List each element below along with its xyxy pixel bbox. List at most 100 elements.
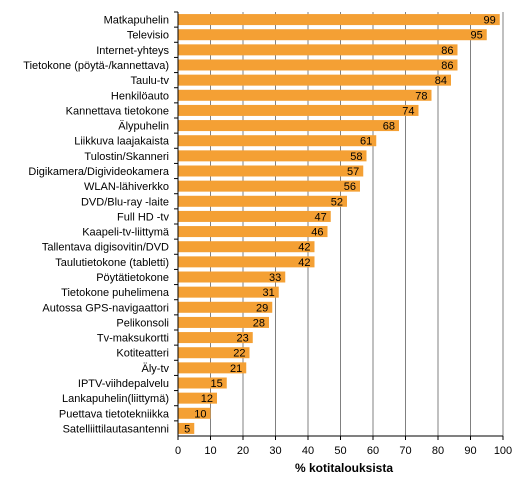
x-tick-label: 70 bbox=[399, 445, 411, 457]
bar-value-label: 58 bbox=[350, 151, 362, 163]
x-tick-label: 100 bbox=[494, 445, 512, 457]
category-label: Tietokone (pöytä-/kannettava) bbox=[23, 60, 169, 72]
category-label: Autossa GPS-navigaattori bbox=[42, 302, 169, 314]
x-tick-label: 40 bbox=[302, 445, 314, 457]
bar-value-label: 47 bbox=[315, 211, 327, 223]
category-label: DVD/Blu-ray -laite bbox=[81, 196, 169, 208]
category-label: IPTV-viihdepalvelu bbox=[78, 378, 169, 390]
bar bbox=[178, 392, 217, 404]
bars bbox=[178, 14, 500, 434]
bar bbox=[178, 256, 315, 268]
data-labels: 9995868684787468615857565247464242333129… bbox=[184, 15, 496, 436]
category-label: Kaapeli-tv-liittymä bbox=[82, 227, 170, 239]
bar bbox=[178, 271, 286, 283]
bar-value-label: 95 bbox=[471, 30, 483, 42]
bar-value-label: 15 bbox=[211, 378, 223, 390]
bar-value-label: 86 bbox=[441, 60, 453, 72]
category-label: Tallentava digisovitin/DVD bbox=[42, 242, 169, 254]
bar bbox=[178, 422, 195, 434]
bar bbox=[178, 347, 250, 359]
bar-value-label: 23 bbox=[237, 333, 249, 345]
bar-value-label: 84 bbox=[435, 75, 447, 87]
bar bbox=[178, 104, 419, 116]
category-label: Tulostin/Skanneri bbox=[84, 151, 169, 163]
bar-value-label: 86 bbox=[441, 45, 453, 57]
x-tick-label: 90 bbox=[464, 445, 476, 457]
bar bbox=[178, 44, 458, 56]
bar bbox=[178, 241, 315, 253]
bar-value-label: 74 bbox=[402, 105, 414, 117]
x-tick-label: 20 bbox=[237, 445, 249, 457]
category-label: Kotiteatteri bbox=[116, 348, 169, 360]
x-tick-label: 50 bbox=[334, 445, 346, 457]
bar bbox=[178, 150, 367, 162]
category-label: Älypuhelin bbox=[118, 121, 169, 133]
bar-value-label: 28 bbox=[253, 317, 265, 329]
bar-value-label: 10 bbox=[194, 408, 206, 420]
bar-value-label: 42 bbox=[298, 242, 310, 254]
bar bbox=[178, 59, 458, 71]
bar-value-label: 99 bbox=[484, 15, 496, 27]
bar bbox=[178, 362, 247, 374]
category-label: Äly-tv bbox=[142, 363, 170, 375]
bar-value-label: 42 bbox=[298, 257, 310, 269]
category-label: Matkapuhelin bbox=[104, 15, 169, 27]
category-label: Pelikonsoli bbox=[116, 317, 169, 329]
bar-value-label: 21 bbox=[230, 363, 242, 375]
bar bbox=[178, 377, 227, 389]
bar-value-label: 78 bbox=[415, 90, 427, 102]
bar bbox=[178, 195, 347, 207]
bar bbox=[178, 226, 328, 238]
bar bbox=[178, 120, 399, 132]
category-label: Puettava tietotekniikka bbox=[59, 408, 170, 420]
x-axis-ticks: 0 10 20 30 40 50 60 70 80 90 100 bbox=[175, 436, 512, 457]
bar-value-label: 29 bbox=[256, 302, 268, 314]
x-tick-label: 0 bbox=[175, 445, 181, 457]
x-tick-label: 30 bbox=[269, 445, 281, 457]
bar bbox=[178, 286, 279, 298]
category-label: Lankapuhelin(liittymä) bbox=[62, 393, 169, 405]
bar-value-label: 5 bbox=[184, 423, 190, 435]
category-label: Internet-yhteys bbox=[96, 45, 169, 57]
category-label: Full HD -tv bbox=[117, 211, 169, 223]
bar bbox=[178, 165, 364, 177]
bar bbox=[178, 332, 253, 344]
bar bbox=[178, 407, 211, 419]
bar bbox=[178, 89, 432, 101]
bar-value-label: 56 bbox=[344, 181, 356, 193]
x-tick-label: 10 bbox=[204, 445, 216, 457]
bar-value-label: 12 bbox=[201, 393, 213, 405]
category-label: WLAN-lähiverkko bbox=[84, 181, 169, 193]
category-label: Liikkuva laajakaista bbox=[74, 136, 170, 148]
bar bbox=[178, 29, 487, 41]
category-label: Tietokone puhelimena bbox=[61, 287, 170, 299]
category-label: Taulutietokone (tabletti) bbox=[55, 257, 169, 269]
category-label: Taulu-tv bbox=[130, 75, 169, 87]
bar-value-label: 61 bbox=[360, 136, 372, 148]
bar bbox=[178, 180, 360, 192]
category-label: Satelliittilautasantenni bbox=[63, 423, 169, 435]
category-label: Digikamera/Digivideokamera bbox=[28, 166, 169, 178]
x-tick-label: 80 bbox=[432, 445, 444, 457]
category-label: Televisio bbox=[127, 30, 169, 42]
bar-value-label: 22 bbox=[233, 348, 245, 360]
x-axis-label: % kotitalouksista bbox=[295, 461, 393, 475]
x-tick-label: 60 bbox=[367, 445, 379, 457]
bar-value-label: 33 bbox=[269, 272, 281, 284]
bar-value-label: 68 bbox=[383, 121, 395, 133]
bar-value-label: 57 bbox=[347, 166, 359, 178]
bar bbox=[178, 316, 269, 328]
bar bbox=[178, 301, 273, 313]
bar bbox=[178, 135, 377, 147]
category-label: Tv-maksukortti bbox=[97, 333, 169, 345]
bar bbox=[178, 74, 451, 86]
category-labels: Matkapuhelin Televisio Internet-yhteys Tiet… bbox=[23, 11, 178, 435]
bar bbox=[178, 14, 500, 26]
category-label: Henkilöauto bbox=[111, 90, 169, 102]
category-label: Kannettava tietokone bbox=[66, 105, 169, 117]
bar bbox=[178, 210, 331, 222]
category-label: Pöytätietokone bbox=[96, 272, 169, 284]
bar-value-label: 46 bbox=[311, 227, 323, 239]
bar-value-label: 52 bbox=[331, 196, 343, 208]
